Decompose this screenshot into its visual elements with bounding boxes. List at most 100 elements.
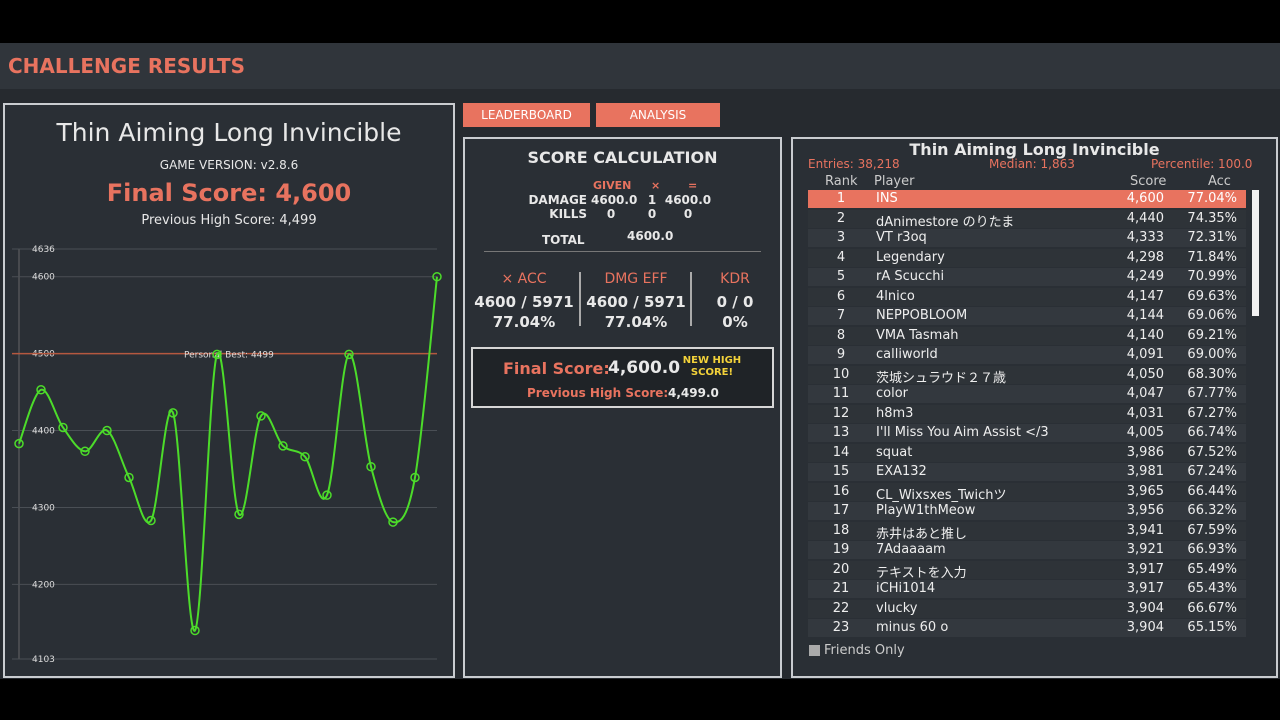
score: 4,440 [1126,210,1164,226]
score-point [190,625,200,636]
score-point [366,461,376,472]
player: INS [876,191,898,206]
leaderboard-row[interactable] [808,599,1246,618]
rank: 23 [832,620,850,635]
score: 3,941 [1126,522,1164,538]
score: 4,091 [1126,347,1164,362]
acc: 66.74% [1187,425,1237,440]
player: calliworld [876,347,938,362]
score-point [146,515,156,526]
score: 4,298 [1126,249,1164,265]
score-chart: 4103 4200 4300 4400 4500 4600 4636 Personal Bes… [12,245,442,665]
summary-panel [3,103,455,678]
y-tick-label: 4500 [32,350,55,360]
acc: 70.99% [1187,269,1237,284]
leaderboard-row[interactable] [808,580,1246,598]
score: 4,600 [1126,191,1164,206]
score: 3,917 [1126,561,1164,577]
percentile: Percentile: 100.0 [1151,157,1253,171]
friends-checkbox[interactable] [809,645,820,656]
leaderboard-row[interactable] [808,560,1246,579]
player: I'll Miss You Aim Assist </3 [876,425,1049,440]
leaderboard-row[interactable] [808,307,1246,325]
score-point [432,271,442,282]
leaderboard-row[interactable] [808,385,1246,403]
stat-pct: 77.04% [604,313,668,331]
entries: Entries: 38,218 [808,157,900,171]
leaderboard-row[interactable] [808,209,1246,228]
leaderboard-tab[interactable]: LEADERBOARD [463,103,590,127]
score-line [18,276,438,632]
rank: 7 [836,308,846,323]
leaderboard-row[interactable] [808,424,1246,442]
leaderboard-row[interactable] [808,404,1246,423]
acc: 66.67% [1187,600,1237,616]
score: 3,965 [1126,483,1164,499]
calc-row-label: DAMAGE [528,193,587,207]
acc: 69.63% [1187,288,1237,304]
y-tick-label: 4600 [32,273,55,283]
y-tick-label: 4400 [32,427,55,437]
score-point [388,517,398,527]
col-equals: = [688,179,698,192]
score-point [278,441,288,451]
stat-pct: 77.04% [492,313,556,331]
player: 7Adaaaam [876,542,946,557]
leaderboard-row[interactable] [808,463,1246,481]
total-label: TOTAL [542,233,585,247]
player: iCHi1014 [876,581,936,596]
scenario-name: Thin Aiming Long Invincible [56,118,402,147]
leaderboard-row[interactable] [808,541,1246,559]
leaderboard-row[interactable] [808,365,1246,384]
acc: 67.77% [1187,386,1237,401]
rank: 9 [836,347,846,362]
leaderboard-row[interactable] [808,502,1246,520]
rank: 15 [832,464,850,479]
leaderboard-row[interactable] [808,619,1246,637]
y-tick-label: 4636 [32,245,55,255]
previous-high: Previous High Score: 4,499 [141,213,317,228]
acc: 67.59% [1187,522,1237,538]
rank: 4 [836,249,846,265]
acc: 65.15% [1187,620,1237,635]
leaderboard-row[interactable] [808,229,1246,247]
stat-ratio: 0 / 0 [716,293,754,311]
rank: 12 [832,405,850,421]
col-rank: Rank [825,174,858,189]
player: vlucky [876,600,918,616]
y-tick-label: 4200 [32,580,55,590]
score-point [410,472,420,483]
leaderboard-row[interactable] [808,443,1246,462]
score: 3,981 [1126,464,1164,479]
leaderboard-row[interactable] [808,190,1246,208]
divider [690,272,692,326]
rank: 22 [832,600,850,616]
acc: 67.24% [1187,464,1237,479]
leaderboard-row[interactable] [808,521,1246,540]
leaderboard-row[interactable] [808,268,1246,286]
rank: 21 [832,581,850,596]
score-point [212,349,222,360]
leaderboard-row[interactable] [808,482,1246,501]
leaderboard-title: Thin Aiming Long Invincible [909,140,1160,159]
score: 4,144 [1126,308,1164,323]
col-score: Score [1130,174,1167,189]
rank: 13 [832,425,850,440]
score: 4,249 [1126,269,1164,284]
player: color [876,386,909,401]
stat-label: DMG EFF [604,271,668,287]
acc: 65.49% [1187,561,1237,577]
analysis-tab[interactable]: ANALYSIS [596,103,720,127]
leaderboard-row[interactable] [808,248,1246,267]
final-score: Final Score: 4,600 [106,179,352,207]
score: 3,917 [1126,581,1164,596]
calc-title: SCORE CALCULATION [527,148,718,167]
leaderboard-row[interactable] [808,346,1246,364]
scrollbar[interactable] [1252,190,1259,316]
rank: 11 [832,386,850,401]
leaderboard-row[interactable] [808,287,1246,306]
leaderboard-row[interactable] [808,326,1246,345]
previous-label: Previous High Score: [527,386,669,400]
y-tick-label: 4103 [32,655,55,665]
